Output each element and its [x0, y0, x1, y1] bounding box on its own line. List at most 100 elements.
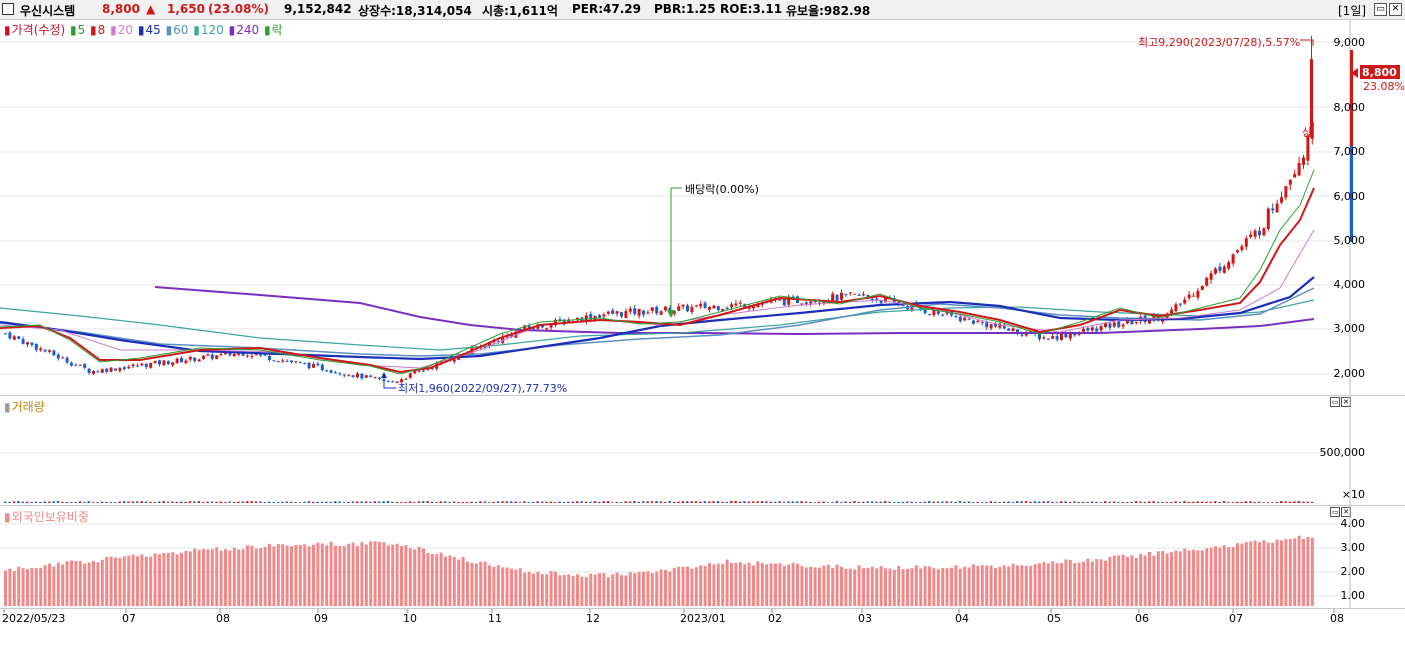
x-tick: 12	[586, 612, 600, 625]
candle-body	[1064, 332, 1068, 338]
foreign-bar	[369, 541, 373, 606]
foreign-bar	[549, 570, 553, 606]
foreign-bar	[114, 557, 117, 606]
candle-body	[144, 363, 148, 368]
foreign-bar	[760, 563, 764, 606]
candle-body	[558, 319, 562, 321]
foreign-bar	[1082, 561, 1085, 606]
foreign-bar	[1249, 541, 1253, 606]
period-selector[interactable]: [1일]	[1338, 4, 1367, 18]
candle-body	[122, 367, 126, 370]
ma20-line	[0, 229, 1315, 369]
pane-minimize-icon[interactable]: ▭	[1330, 507, 1340, 517]
foreign-bar	[298, 544, 302, 606]
x-axis: 2022/05/23 07 08 09 10 11 12 2023/01 02 …	[0, 608, 1405, 649]
volume-bar	[967, 501, 971, 503]
candle-body	[1196, 290, 1200, 298]
foreign-bar	[290, 546, 293, 606]
candle-body	[364, 375, 368, 378]
foreign-bar	[1218, 547, 1222, 606]
foreign-bar	[171, 552, 175, 606]
pane-minimize-icon[interactable]: ▭	[1330, 397, 1340, 407]
foreign-bar	[796, 563, 799, 606]
volume-bar	[958, 501, 962, 503]
volume-bar	[514, 501, 517, 503]
change-amount: 1,650	[167, 2, 205, 16]
candle-body	[1121, 324, 1125, 327]
candle-body	[690, 306, 694, 313]
candle-body	[870, 298, 874, 301]
foreign-bar	[444, 556, 447, 606]
foreign-bar	[1266, 542, 1270, 606]
volume-bar	[474, 502, 478, 503]
foreign-bar	[1240, 543, 1244, 606]
select-checkbox[interactable]	[2, 3, 14, 15]
candle-body	[994, 323, 997, 327]
candle-body	[175, 358, 179, 364]
volume-bar	[734, 501, 737, 503]
candle-body	[100, 369, 104, 373]
foreign-bar	[78, 560, 82, 606]
x-tick: 10	[403, 612, 417, 625]
foreign-bar	[870, 566, 874, 606]
volume-bar	[144, 501, 148, 503]
foreign-bar	[721, 564, 725, 606]
volume-bar	[655, 501, 658, 503]
candle-body	[589, 314, 593, 320]
candle-body	[325, 370, 329, 372]
foreign-bar	[690, 568, 694, 606]
candle-body	[109, 367, 113, 372]
foreign-y-tick: 3.00	[1340, 541, 1366, 554]
foreign-bar	[250, 545, 254, 606]
foreign-bar	[1200, 550, 1204, 606]
foreign-bar	[1165, 553, 1169, 606]
candle-body	[202, 355, 205, 359]
foreign-bar	[417, 546, 421, 606]
volume-bar	[364, 501, 368, 503]
candle-body	[228, 351, 232, 356]
foreign-bar	[1293, 538, 1297, 606]
restore-icon[interactable]: ▭	[1374, 3, 1387, 16]
volume-bar	[373, 501, 377, 503]
x-tick: 03	[858, 612, 872, 625]
foreign-bar	[1205, 548, 1209, 606]
candle-body	[1275, 203, 1279, 213]
foreign-bar	[237, 549, 241, 606]
foreign-bar	[1007, 566, 1011, 606]
foreign-bar	[844, 568, 848, 606]
volume-bar	[175, 501, 179, 503]
foreign-bar	[1077, 562, 1081, 606]
candle-body	[184, 360, 188, 364]
candle-body	[1130, 319, 1134, 325]
candle-body	[210, 354, 214, 359]
foreign-bar	[1051, 561, 1055, 606]
candle-body	[910, 304, 914, 311]
volume-bar	[470, 501, 473, 503]
foreign-bar	[210, 549, 214, 606]
candle-body	[672, 310, 676, 314]
volume-bar	[246, 501, 249, 503]
volume-bar	[1196, 501, 1199, 503]
volume-bar	[1170, 502, 1173, 503]
foreign-bar	[681, 566, 685, 606]
foreign-bar	[818, 567, 821, 606]
candle-body	[1112, 322, 1116, 327]
volume-bar	[325, 501, 328, 503]
candle-body	[510, 334, 513, 337]
volume-bar	[74, 502, 77, 503]
candle-body	[43, 349, 47, 352]
volume-bar	[1011, 502, 1015, 503]
volume-bar	[1156, 501, 1160, 503]
candle-body	[21, 339, 25, 344]
volume-bar	[818, 501, 821, 503]
candle-body	[1227, 262, 1231, 269]
ma8-line	[0, 187, 1315, 374]
volume-bar	[391, 501, 394, 503]
change-arrow: ▲	[146, 2, 156, 16]
legend-ma8: 8	[97, 23, 106, 37]
volume-bar	[448, 501, 451, 503]
close-icon[interactable]: ✕	[1389, 3, 1402, 16]
volume-bar	[1161, 501, 1164, 503]
volume-bar	[263, 502, 267, 503]
volume-bar	[122, 501, 126, 503]
